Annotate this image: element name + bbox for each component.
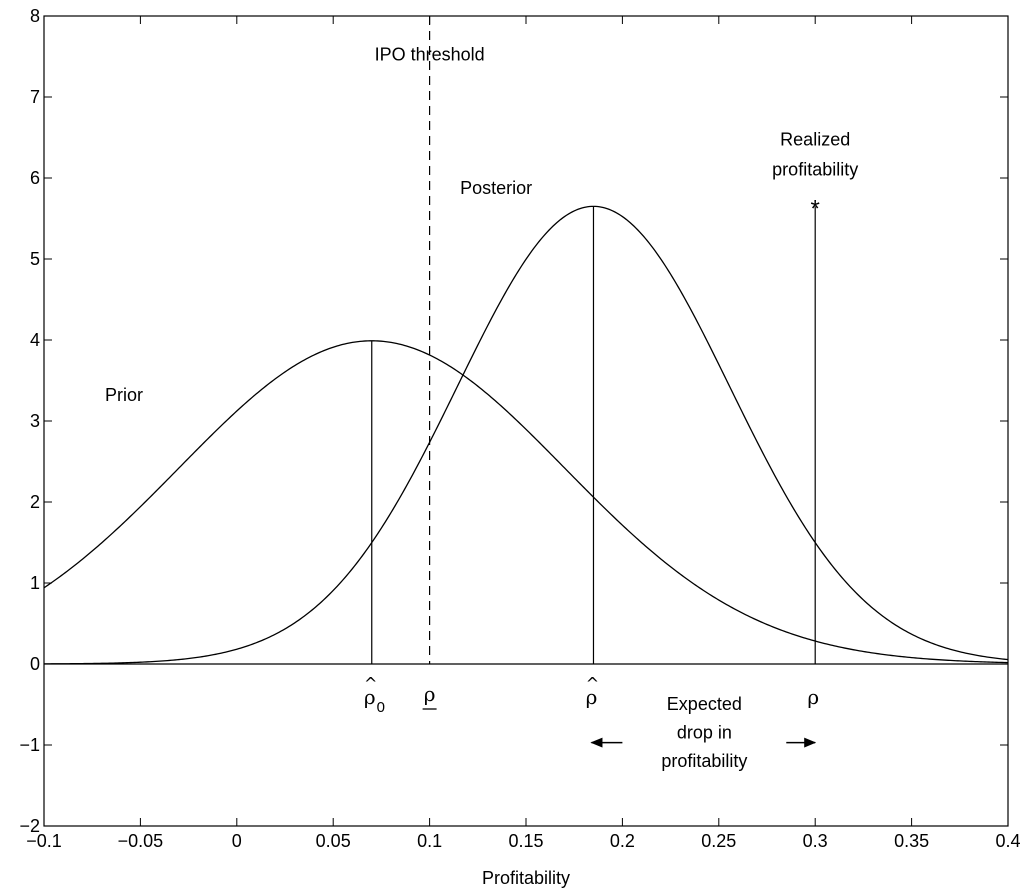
x-tick-label: 0.05 <box>316 831 351 851</box>
plot-area-frame <box>43 15 1009 827</box>
axis-ticks <box>43 15 1009 827</box>
x-tick-label: 0 <box>232 831 242 851</box>
posterior-label: Posterior <box>460 178 532 198</box>
y-tick-label: 4 <box>30 330 40 350</box>
marker-symbol-label: ρ^ <box>586 674 600 709</box>
x-tick-label: 0.4 <box>995 831 1020 851</box>
threshold-rho-symbol: ρ <box>424 682 436 706</box>
y-tick-label: 3 <box>30 411 40 431</box>
x-tick-label: 0.15 <box>508 831 543 851</box>
x-tick-label: −0.1 <box>26 831 62 851</box>
rho-symbol: ρ <box>364 685 376 709</box>
x-tick-label: −0.05 <box>118 831 164 851</box>
expected-drop-label-line3: profitability <box>661 751 747 771</box>
subscript-zero: 0 <box>377 699 385 716</box>
hat-accent: ^ <box>586 674 599 693</box>
y-tick-label: 7 <box>30 87 40 107</box>
y-tick-label: 6 <box>30 168 40 188</box>
realized-star-marker: * <box>811 195 820 222</box>
marker-symbol-label: ρ^0 <box>364 674 385 716</box>
y-tick-label: 5 <box>30 249 40 269</box>
ipo-threshold-label: IPO threshold <box>375 45 485 65</box>
x-axis-title: Profitability <box>482 868 570 888</box>
posterior-density-curve <box>43 205 1009 665</box>
y-tick-label: 1 <box>30 573 40 593</box>
rho-symbol: ρ <box>807 685 819 709</box>
hat-accent: ^ <box>364 674 377 693</box>
x-tick-label: 0.35 <box>894 831 929 851</box>
x-tick-label: 0.1 <box>417 831 442 851</box>
y-tick-label: −2 <box>19 816 40 836</box>
vertical-markers: ρ^0 ρ^*ρρ <box>364 195 820 716</box>
marker-symbol-label: ρ <box>807 685 819 709</box>
y-tick-label: 8 <box>30 6 40 26</box>
expected-drop-label-line1: Expected <box>667 694 742 714</box>
axis-tick-labels: −0.1 −0.05 0 0.05 0.1 0.15 0.2 0.25 0.3 0.35 0.4 −2… <box>19 6 1020 851</box>
x-tick-label: 0.3 <box>803 831 828 851</box>
y-tick-label: −1 <box>19 735 40 755</box>
realized-label-line2: profitability <box>772 160 858 180</box>
prior-density-curve <box>43 340 1009 664</box>
expected-drop-label-line2: drop in <box>677 723 732 743</box>
x-tick-label: 0.2 <box>610 831 635 851</box>
x-tick-label: 0.25 <box>701 831 736 851</box>
y-tick-label: 0 <box>30 654 40 674</box>
realized-label-line1: Realized <box>780 130 850 150</box>
y-tick-label: 2 <box>30 492 40 512</box>
density-curves <box>43 16 1009 665</box>
rho-symbol: ρ <box>586 685 598 709</box>
prior-label: Prior <box>105 385 143 405</box>
